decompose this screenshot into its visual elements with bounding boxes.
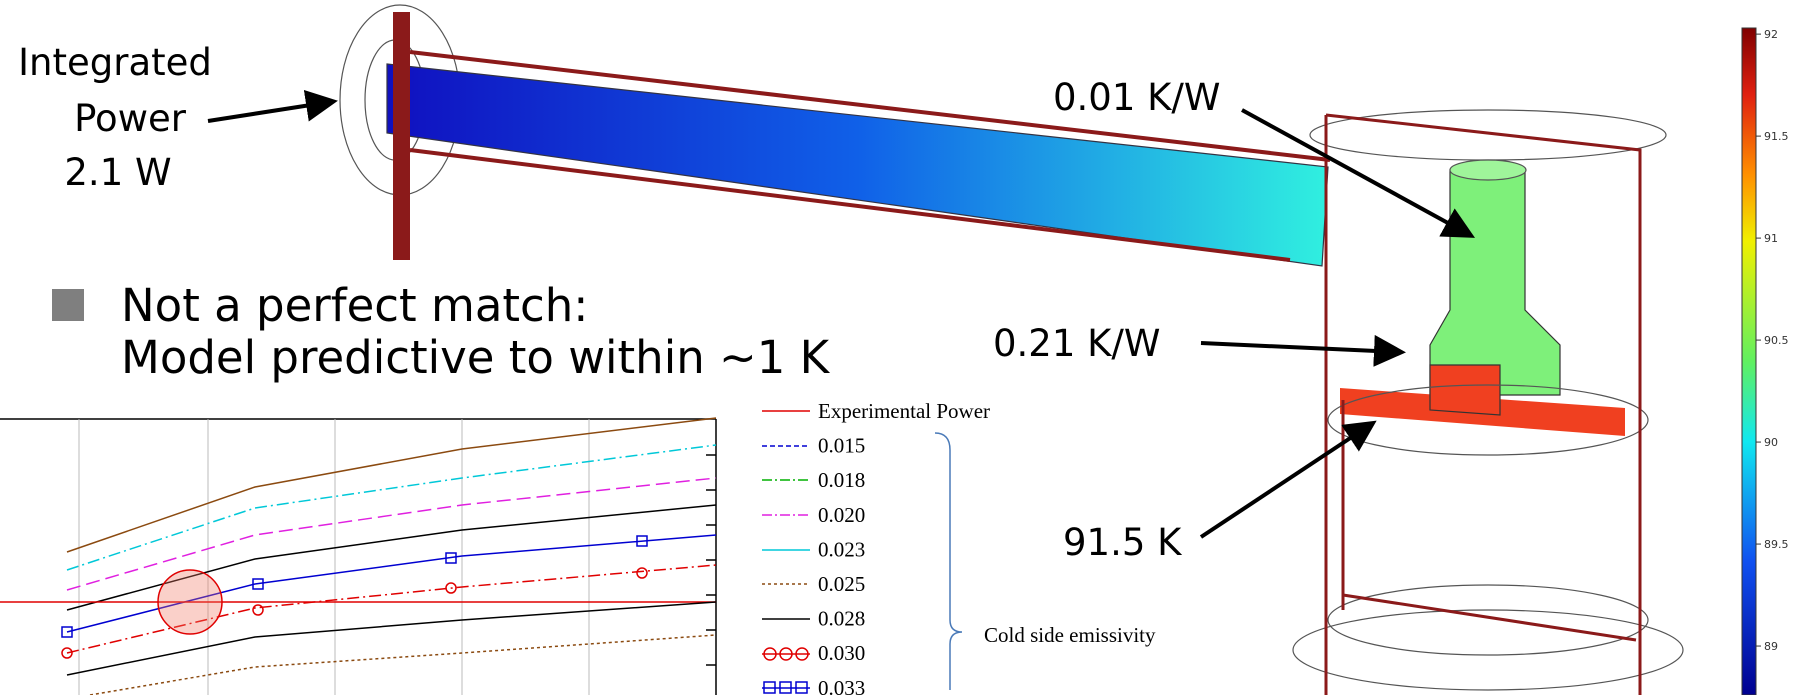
arrow: [1201, 425, 1370, 537]
colorbar-tick-label: 92: [1764, 28, 1778, 41]
annotation: 91.5 K: [1063, 521, 1183, 564]
bullet-text: Not a perfect match:: [121, 279, 588, 332]
legend-label: 0.020: [818, 503, 865, 527]
legend-label: 0.023: [818, 537, 865, 561]
legend-label: 0.030: [818, 641, 865, 665]
legend-label: 0.025: [818, 572, 865, 596]
colorbar-tick-label: 91: [1764, 232, 1778, 245]
colorbar-tick-label: 90.5: [1764, 334, 1789, 347]
annotation: Integrated: [18, 41, 212, 84]
colorbar-tick-label: 90: [1764, 436, 1778, 449]
slide: Integrated Power 2.1 W 0.01 K/W 0.21 K/W…: [0, 0, 1811, 695]
colorbar-tick-label: 91.5: [1764, 130, 1789, 143]
arrow: [208, 102, 330, 121]
colorbar-tick-label: 89: [1764, 640, 1778, 653]
annotation: Power: [74, 97, 187, 140]
bullet-marker: [52, 289, 84, 321]
arrow: [1201, 343, 1398, 352]
legend-label: 0.033: [818, 676, 865, 695]
annotation: 0.21 K/W: [993, 322, 1160, 365]
legend-label: Experimental Power: [818, 399, 990, 423]
annotation: 2.1 W: [64, 151, 171, 194]
colorbar-tick-label: 89.5: [1764, 538, 1789, 551]
legend-label: 0.015: [818, 434, 865, 458]
bullet-text: Model predictive to within ~1 K: [121, 331, 831, 384]
legend-label: 0.028: [818, 607, 865, 631]
colorbar: [1742, 28, 1756, 695]
brace-label: Cold side emissivity: [984, 623, 1156, 647]
chart-crop: [0, 418, 716, 695]
legend-label: 0.018: [818, 468, 865, 492]
annotation: 0.01 K/W: [1053, 76, 1220, 119]
